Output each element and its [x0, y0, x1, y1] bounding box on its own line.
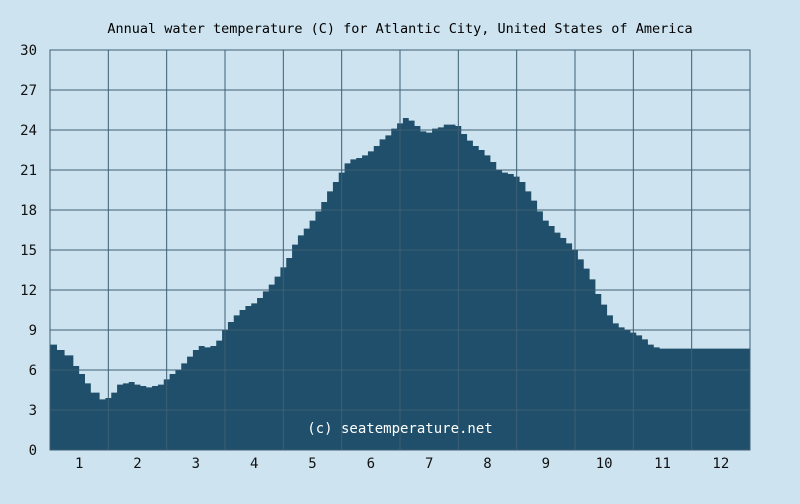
plot-border: [49, 49, 751, 451]
y-tick-label-21: 21: [20, 163, 37, 179]
y-tick-label-27: 27: [20, 83, 37, 99]
x-tick-label-6: 6: [367, 456, 375, 472]
y-tick-label-18: 18: [20, 203, 37, 219]
y-tick-label-6: 6: [29, 363, 37, 379]
x-tick-label-4: 4: [250, 456, 258, 472]
chart-title: Annual water temperature (C) for Atlanti…: [107, 21, 692, 37]
x-tick-label-5: 5: [308, 456, 316, 472]
x-tick-label-1: 1: [75, 456, 83, 472]
y-tick-label-3: 3: [29, 403, 37, 419]
y-tick-label-12: 12: [20, 283, 37, 299]
x-tick-label-12: 12: [712, 456, 729, 472]
y-tick-label-15: 15: [20, 243, 37, 259]
x-tick-label-2: 2: [133, 456, 141, 472]
x-tick-label-3: 3: [192, 456, 200, 472]
x-tick-label-7: 7: [425, 456, 433, 472]
y-tick-label-24: 24: [20, 123, 37, 139]
watermark-text: (c) seatemperature.net: [307, 421, 492, 437]
y-tick-label-0: 0: [29, 443, 37, 459]
y-tick-label-9: 9: [29, 323, 37, 339]
x-tick-label-10: 10: [596, 456, 613, 472]
x-tick-label-8: 8: [483, 456, 491, 472]
y-tick-label-30: 30: [20, 43, 37, 59]
x-tick-label-11: 11: [654, 456, 671, 472]
x-tick-label-9: 9: [542, 456, 550, 472]
